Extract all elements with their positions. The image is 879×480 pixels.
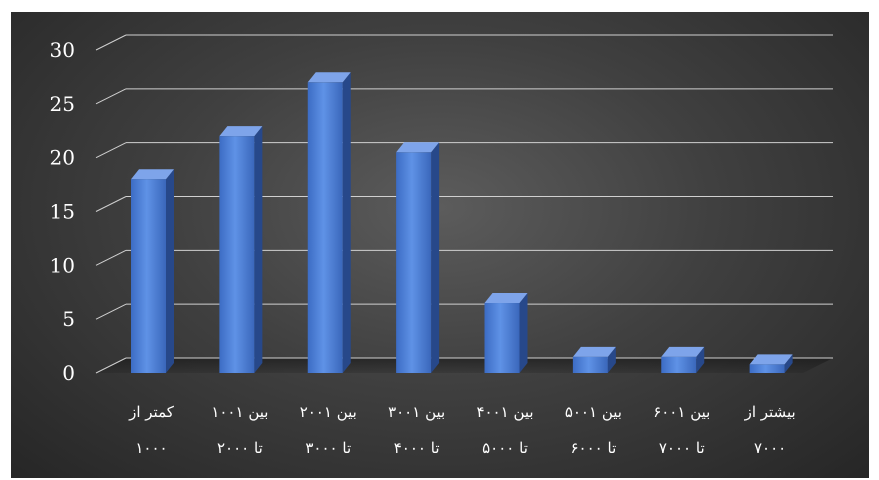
bar	[396, 142, 440, 373]
x-tick-label: تا ۶۰۰۰	[571, 439, 617, 457]
gridline-diagonal	[95, 303, 127, 320]
bar	[572, 346, 616, 373]
chart-floor	[96, 358, 833, 373]
x-tick-label: تا ۵۰۰۰	[482, 439, 528, 457]
bar-side	[607, 346, 616, 373]
bar-front	[396, 152, 432, 373]
bar-front	[219, 136, 255, 373]
bar-side	[342, 72, 351, 374]
bar-chart: 0 5 10 15 20 25 30 کمتر از ۱۰۰۰ بین ۱۰۰۱ تا ۲۰۰۰ بی…	[50, 34, 833, 457]
x-tick-label: بین ۵۰۰۱	[565, 403, 622, 421]
x-tick-label: بین ۳۰۰۱	[388, 403, 445, 421]
y-tick-label: 25	[50, 92, 75, 116]
bar-front	[484, 303, 520, 373]
gridline-diagonal	[95, 142, 127, 159]
bar-front	[572, 356, 608, 373]
x-tick-label: بین ۴۰۰۱	[476, 403, 533, 421]
gridline-diagonal	[95, 88, 127, 105]
bar-side	[431, 142, 440, 373]
x-tick-label: بیشتر از	[744, 403, 796, 421]
bar-front	[661, 356, 697, 373]
x-tick-label: ۱۰۰۰	[135, 439, 167, 457]
bar-top	[131, 169, 174, 180]
x-tick-label: تا ۴۰۰۰	[394, 439, 440, 457]
bar-top	[749, 354, 793, 365]
x-tick-label: تا ۳۰۰۰	[305, 439, 351, 457]
y-tick-label: 0	[62, 361, 75, 385]
chart-area: 0 5 10 15 20 25 30 کمتر از ۱۰۰۰ بین ۱۰۰۱ تا ۲۰۰۰ بی…	[11, 12, 869, 478]
y-tick-label: 15	[50, 200, 75, 224]
bar-side	[696, 346, 705, 373]
bar	[219, 126, 263, 373]
bar-side	[166, 169, 174, 373]
x-tick-label: بین ۶۰۰۱	[653, 403, 710, 421]
bar-top	[661, 346, 705, 357]
y-tick-label: 10	[50, 253, 75, 277]
x-tick-label: کمتر از	[128, 403, 175, 421]
bar-front	[749, 364, 785, 373]
y-tick-label: 30	[50, 38, 75, 62]
bar-top	[484, 293, 528, 304]
x-tick-label: تا ۷۰۰۰	[659, 439, 705, 457]
bar	[661, 346, 705, 373]
gridline-diagonal	[95, 249, 127, 266]
bar	[484, 293, 528, 373]
y-tick-label: 5	[62, 307, 75, 331]
gridline-diagonal	[95, 34, 127, 51]
bar-front	[307, 82, 343, 374]
bar	[307, 72, 351, 374]
x-tick-label: تا ۲۰۰۰	[217, 439, 263, 457]
bar-top	[572, 346, 616, 357]
bar-front	[131, 179, 166, 373]
gridline-diagonal	[95, 357, 127, 374]
x-tick-label: بین ۱۰۰۱	[211, 403, 268, 421]
gridline-diagonal	[95, 196, 127, 212]
bar-top	[219, 126, 263, 137]
bar-top	[396, 142, 440, 153]
bar	[749, 354, 793, 373]
bar	[131, 169, 174, 373]
bar-side	[784, 354, 793, 373]
bar-side	[519, 293, 528, 373]
y-tick-label: 20	[50, 146, 75, 170]
bar-side	[254, 126, 263, 373]
bar-top	[307, 72, 351, 83]
x-tick-label: ۷۰۰۰	[754, 439, 786, 457]
x-tick-label: بین ۲۰۰۱	[300, 403, 357, 421]
